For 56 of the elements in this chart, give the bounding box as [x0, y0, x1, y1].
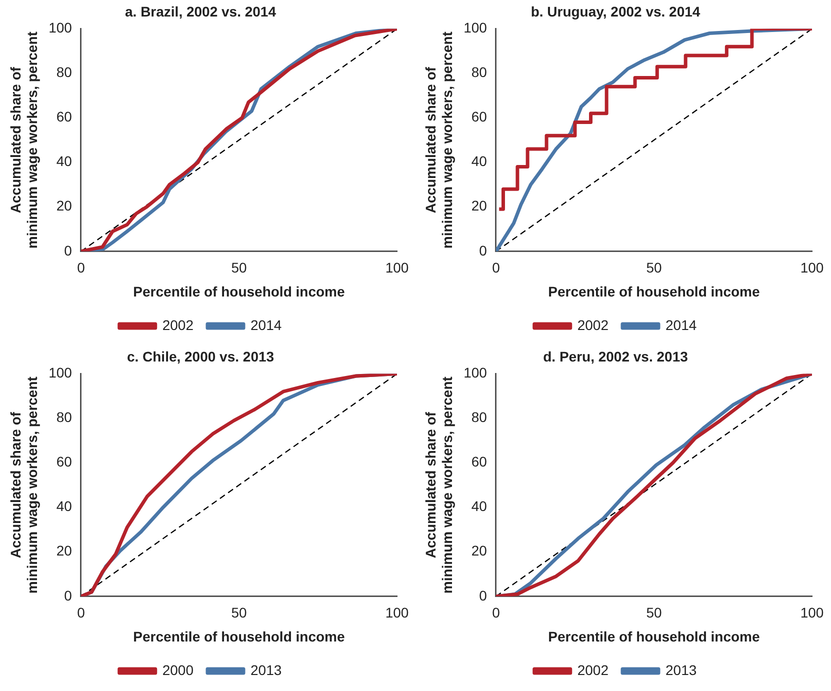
y-tick-label: 0 [64, 587, 72, 604]
y-tick-label: 20 [56, 542, 72, 559]
y-tick-label: 60 [56, 108, 72, 125]
x-tick-label: 0 [492, 604, 500, 621]
y-tick-label: 80 [471, 409, 488, 426]
x-tick-label: 0 [77, 260, 86, 276]
y-tick-label: 100 [48, 20, 72, 36]
x-axis-title: Percentile of household income [548, 628, 760, 644]
y-tick-label: 0 [479, 242, 488, 258]
chart-title: d. Peru, 2002 vs. 2013 [543, 348, 688, 364]
y-tick-label: 60 [471, 454, 488, 470]
y-tick-label: 40 [471, 153, 488, 170]
y-tick-label: 80 [56, 64, 72, 80]
x-axis-title: Percentile of household income [133, 628, 345, 644]
x-axis-title: Percentile of household income [133, 283, 345, 300]
y-axis-title: Accumulated share of minimum wage workers, percent [7, 31, 40, 249]
y-tick-label: 20 [471, 542, 488, 559]
y-tick-label: 100 [464, 364, 488, 381]
legend-label: 2014 [250, 316, 282, 333]
y-tick-label: 80 [471, 64, 488, 80]
y-tick-label: 60 [471, 108, 488, 125]
y-tick-label: 40 [471, 498, 488, 514]
legend-label: 2013 [666, 662, 697, 678]
y-tick-label: 0 [64, 242, 72, 258]
x-tick-label: 100 [800, 604, 824, 621]
chart-title: c. Chile, 2000 vs. 2013 [126, 348, 274, 364]
legend-label: 2013 [250, 662, 282, 678]
legend-label: 2002 [577, 316, 609, 333]
chart-title: b. Uruguay, 2002 vs. 2014 [530, 3, 700, 20]
y-axis-title: Accumulated share of minimum wage workers, percent [422, 376, 456, 594]
x-tick-label: 50 [646, 260, 662, 276]
x-tick-label: 100 [800, 260, 824, 276]
legend-label: 2002 [162, 316, 194, 333]
legend-label: 2002 [577, 662, 609, 678]
y-tick-label: 0 [479, 587, 488, 604]
y-tick-label: 80 [56, 409, 72, 426]
y-tick-label: 40 [56, 498, 72, 514]
x-tick-label: 0 [77, 604, 86, 621]
x-tick-label: 100 [385, 260, 409, 276]
x-tick-label: 50 [646, 604, 662, 621]
x-axis-title: Percentile of household income [548, 283, 760, 300]
x-tick-label: 0 [492, 260, 500, 276]
chart-title: a. Brazil, 2002 vs. 2014 [125, 3, 276, 20]
y-tick-label: 20 [56, 198, 72, 214]
y-tick-label: 100 [48, 364, 72, 381]
y-tick-label: 60 [56, 454, 72, 470]
x-tick-label: 100 [385, 604, 409, 621]
y-axis-title: Accumulated share of minimum wage workers, percent [422, 31, 456, 249]
legend-label: 2000 [162, 662, 194, 678]
y-axis-title: Accumulated share of minimum wage workers, percent [7, 376, 40, 594]
legend-label: 2014 [666, 316, 697, 333]
y-tick-label: 40 [56, 153, 72, 170]
x-tick-label: 50 [231, 604, 247, 621]
y-tick-label: 100 [464, 20, 488, 36]
x-tick-label: 50 [231, 260, 247, 276]
y-tick-label: 20 [471, 198, 488, 214]
